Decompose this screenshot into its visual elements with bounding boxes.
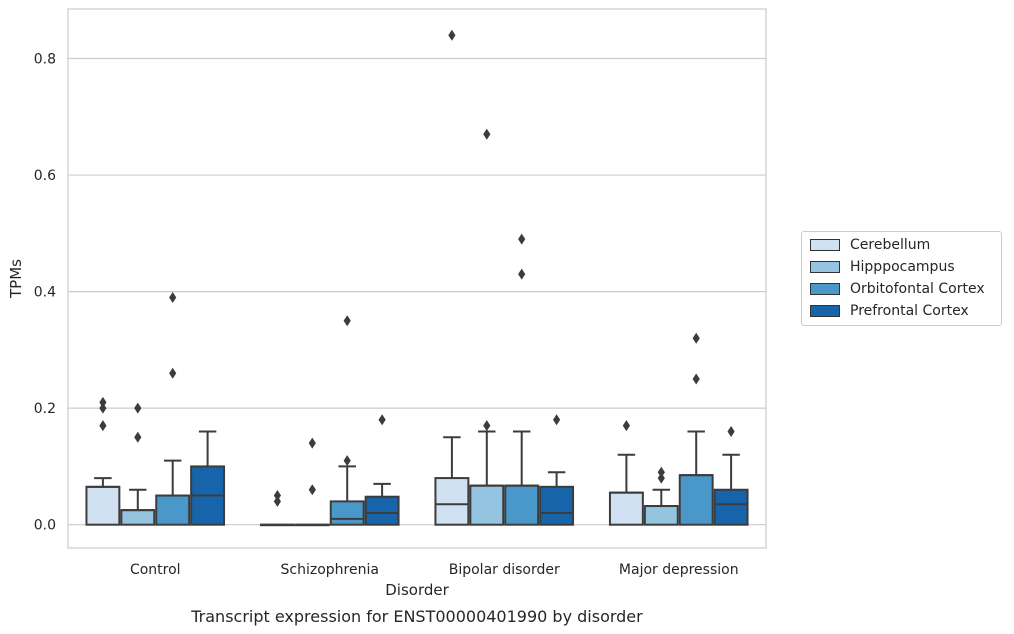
outlier-point [343, 315, 351, 327]
box-body [364, 495, 400, 526]
box-3-1 [364, 414, 400, 526]
box-body [434, 477, 470, 526]
outlier-point [99, 402, 107, 414]
box-3-2 [539, 414, 575, 526]
box-2-3 [678, 332, 714, 526]
box-body [539, 485, 575, 526]
x-tick-label: Schizophrenia [281, 562, 379, 578]
box-1-2 [469, 128, 505, 526]
box-body [155, 494, 191, 526]
outlier-point [308, 484, 316, 496]
legend-swatch [810, 283, 840, 295]
legend-label: Cerebellum [850, 237, 931, 253]
x-axis-label: Disorder [385, 581, 449, 599]
chart-title: Transcript expression for ENST0000040199… [190, 607, 643, 626]
outlier-point [134, 402, 142, 414]
legend-swatch [810, 305, 840, 317]
box-3-0 [190, 430, 226, 526]
outlier-point [448, 29, 456, 41]
legend-item-cerebellum: Cerebellum [810, 235, 930, 255]
outlier-point [308, 437, 316, 449]
x-tick-label: Major depression [619, 562, 739, 578]
legend-item-hippocampus: Hipppocampus [810, 257, 955, 277]
y-axis-label: TPMs [7, 259, 25, 299]
plot-area-frame [67, 8, 767, 549]
y-tick-label: 0.8 [34, 52, 56, 68]
x-tick-label: Bipolar disorder [449, 562, 560, 578]
outlier-point [378, 414, 386, 426]
box-body [469, 484, 505, 526]
gridlines [68, 57, 766, 526]
outlier-point [518, 233, 526, 245]
outlier-point [134, 431, 142, 443]
outlier-point [273, 490, 281, 502]
y-tick-label: 0.6 [34, 168, 56, 184]
y-tick-label: 0.2 [34, 401, 56, 417]
box-body [608, 491, 644, 526]
box-body [713, 488, 749, 526]
y-tick-label: 0.0 [34, 518, 56, 534]
y-axis-ticks: 0.0 0.2 0.4 0.6 0.8 [34, 52, 56, 534]
outlier-point [99, 396, 107, 408]
outlier-point [483, 128, 491, 140]
outlier-point [727, 425, 735, 437]
box-body [504, 484, 540, 526]
box-0-0 [85, 396, 121, 526]
box-0-3 [608, 420, 644, 526]
box-2-2 [504, 233, 540, 526]
legend-item-orbitofrontal-cortex: Orbitofontal Cortex [810, 279, 985, 299]
box-3-3 [713, 425, 749, 526]
box-1-1 [294, 437, 330, 527]
legend-label: Hipppocampus [850, 259, 955, 275]
box-1-3 [643, 466, 679, 526]
legend-label: Orbitofontal Cortex [850, 281, 985, 297]
legend-label: Prefrontal Cortex [850, 303, 969, 319]
y-tick-label: 0.4 [34, 285, 56, 301]
box-body [85, 485, 121, 526]
box-0-2 [434, 29, 470, 526]
outlier-point [622, 420, 630, 432]
outlier-point [169, 367, 177, 379]
box-body [643, 505, 679, 526]
outlier-point [692, 373, 700, 385]
box-body [678, 474, 714, 526]
legend-item-prefrontal-cortex: Prefrontal Cortex [810, 301, 969, 321]
outlier-point [99, 420, 107, 432]
boxes [85, 29, 749, 527]
legend: Cerebellum Hipppocampus Orbitofontal Cor… [801, 231, 1002, 326]
legend-swatch [810, 261, 840, 273]
x-axis-ticks: Control Schizophrenia Bipolar disorder Majo… [130, 562, 739, 578]
box-body [120, 509, 156, 526]
box-2-1 [329, 315, 365, 526]
outlier-point [692, 332, 700, 344]
box-1-0 [120, 402, 156, 526]
legend-swatch [810, 239, 840, 251]
outlier-point [483, 420, 491, 432]
outlier-point [553, 414, 561, 426]
box-body [329, 500, 365, 526]
box-0-1 [259, 490, 295, 527]
x-tick-label: Control [130, 562, 181, 578]
outlier-point [273, 495, 281, 507]
outlier-point [169, 291, 177, 303]
box-2-0 [155, 291, 191, 526]
outlier-point [518, 268, 526, 280]
outlier-point [343, 455, 351, 467]
outlier-point [657, 466, 665, 478]
outlier-point [657, 472, 665, 484]
